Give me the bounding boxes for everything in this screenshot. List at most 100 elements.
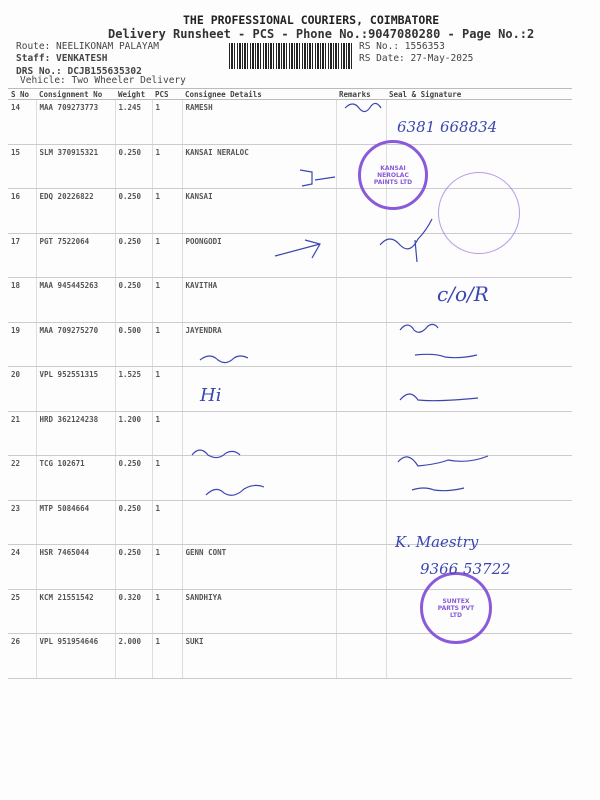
- consignee: [181, 411, 336, 456]
- table-row: 18 MAA 945445263 0.250 1 KAVITHA: [8, 277, 572, 323]
- route: Route: NEELIKONAM PALAYAM: [16, 41, 159, 52]
- pieces: 1: [151, 500, 182, 545]
- seal-signature: [385, 500, 572, 545]
- pieces: 1: [151, 366, 182, 412]
- scribble: [344, 102, 382, 113]
- weight: 1.525: [114, 366, 152, 412]
- remarks: [335, 322, 386, 367]
- table-row: 22 TCG 102671 0.250 1: [8, 455, 572, 501]
- handwritten-phone: 6381 668834: [397, 118, 498, 136]
- consignment-number: VPL 952551315: [35, 366, 115, 412]
- rs-number: RS No.: 1556353: [359, 41, 445, 52]
- weight: 1.245: [114, 99, 152, 145]
- consignment-number: MAA 945445263: [35, 277, 115, 323]
- signature-scribble: [397, 455, 489, 467]
- signature-scribble: [414, 353, 478, 359]
- weight: 1.200: [114, 411, 152, 456]
- scribble: [299, 169, 336, 187]
- consignment-number: MTP 5084664: [35, 500, 115, 545]
- consignee: RAMESH: [181, 99, 336, 145]
- weight: 0.250: [114, 544, 152, 590]
- signature-scribble: [399, 393, 479, 402]
- serial-number: 24: [8, 544, 36, 590]
- weight: 0.250: [114, 277, 152, 323]
- signature-scribble: [379, 218, 433, 263]
- col-consignee: Consignee Details: [182, 88, 336, 100]
- weight: 0.250: [114, 188, 152, 234]
- pieces: 1: [151, 589, 182, 634]
- table-row: 14 MAA 709273773 1.245 1 RAMESH: [8, 99, 572, 145]
- weight: 0.500: [114, 322, 152, 367]
- serial-number: 19: [8, 322, 36, 367]
- remarks: [335, 544, 386, 590]
- company-stamp: KANSAI NEROLAC PAINTS LTD: [358, 140, 428, 210]
- consignee: SUKI: [181, 633, 336, 679]
- consignment-number: PGT 7522064: [35, 233, 115, 278]
- remarks: [335, 500, 386, 545]
- handwritten-signature: c/o/R: [437, 282, 489, 306]
- serial-number: 15: [8, 144, 36, 189]
- seal-signature: [385, 99, 572, 145]
- serial-number: 16: [8, 188, 36, 234]
- remarks: [335, 277, 386, 323]
- table-row: 24 HSR 7465044 0.250 1 GENN CONT: [8, 544, 572, 590]
- remarks: [335, 455, 386, 501]
- signature-scribble: [191, 449, 241, 459]
- remarks: [335, 366, 386, 412]
- consignment-number: HSR 7465044: [35, 544, 115, 590]
- pieces: 1: [151, 277, 182, 323]
- company-name: THE PROFESSIONAL COURIERS, COIMBATORE: [183, 13, 440, 27]
- consignee: [181, 366, 336, 412]
- weight: 0.250: [114, 455, 152, 501]
- consignee: SANDHIYA: [181, 589, 336, 634]
- table-row: 19 MAA 709275270 0.500 1 JAYENDRA: [8, 322, 572, 367]
- consignee: GENN CONT: [181, 544, 336, 590]
- table-row: 25 KCM 21551542 0.320 1 SANDHIYA: [8, 589, 572, 634]
- seal-signature: [385, 277, 572, 323]
- col-consignment: Consignment No: [36, 88, 115, 100]
- col-weight: Weight: [115, 88, 152, 100]
- serial-number: 20: [8, 366, 36, 412]
- serial-number: 18: [8, 277, 36, 323]
- consignee: JAYENDRA: [181, 322, 336, 367]
- consignment-number: EDQ 20226822: [35, 188, 115, 234]
- serial-number: 22: [8, 455, 36, 501]
- consignment-number: TCG 102671: [35, 455, 115, 501]
- seal-signature: [385, 411, 572, 456]
- signature-scribble: [205, 484, 265, 496]
- col-remarks: Remarks: [336, 88, 386, 100]
- pieces: 1: [151, 144, 182, 189]
- col-seal: Seal & Signature: [386, 88, 572, 100]
- consignment-number: MAA 709273773: [35, 99, 115, 145]
- remarks: [335, 411, 386, 456]
- signature-scribble: [411, 487, 465, 492]
- col-pcs: PCS: [152, 88, 182, 100]
- staff: Staff: VENKATESH: [16, 53, 108, 64]
- seal-signature: [385, 366, 572, 412]
- weight: 0.250: [114, 144, 152, 189]
- weight: 0.320: [114, 589, 152, 634]
- signature-scribble: [399, 323, 439, 333]
- rs-date: RS Date: 27-May-2025: [359, 53, 474, 64]
- seal-signature: [385, 322, 572, 367]
- signature-scribble: [199, 355, 249, 364]
- serial-number: 25: [8, 589, 36, 634]
- faded-stamp: [438, 172, 520, 254]
- pieces: 1: [151, 233, 182, 278]
- consignment-number: HRD 362124238: [35, 411, 115, 456]
- pieces: 1: [151, 99, 182, 145]
- serial-number: 23: [8, 500, 36, 545]
- serial-number: 14: [8, 99, 36, 145]
- handwritten-signature: K. Maestry: [395, 533, 479, 551]
- seal-signature: [385, 633, 572, 679]
- parts-stamp: SUNTEX PARTS PVT LTD: [420, 572, 492, 644]
- serial-number: 17: [8, 233, 36, 278]
- table-row: 26 VPL 951954646 2.000 1 SUKI: [8, 633, 572, 679]
- table-row: 20 VPL 952551315 1.525 1: [8, 366, 572, 412]
- runsheet-title: Delivery Runsheet - PCS - Phone No.:9047…: [108, 27, 535, 41]
- barcode: [229, 43, 353, 69]
- arrow-mark: [274, 239, 321, 259]
- weight: 2.000: [114, 633, 152, 679]
- consignee: KANSAI NERALOC: [181, 144, 336, 189]
